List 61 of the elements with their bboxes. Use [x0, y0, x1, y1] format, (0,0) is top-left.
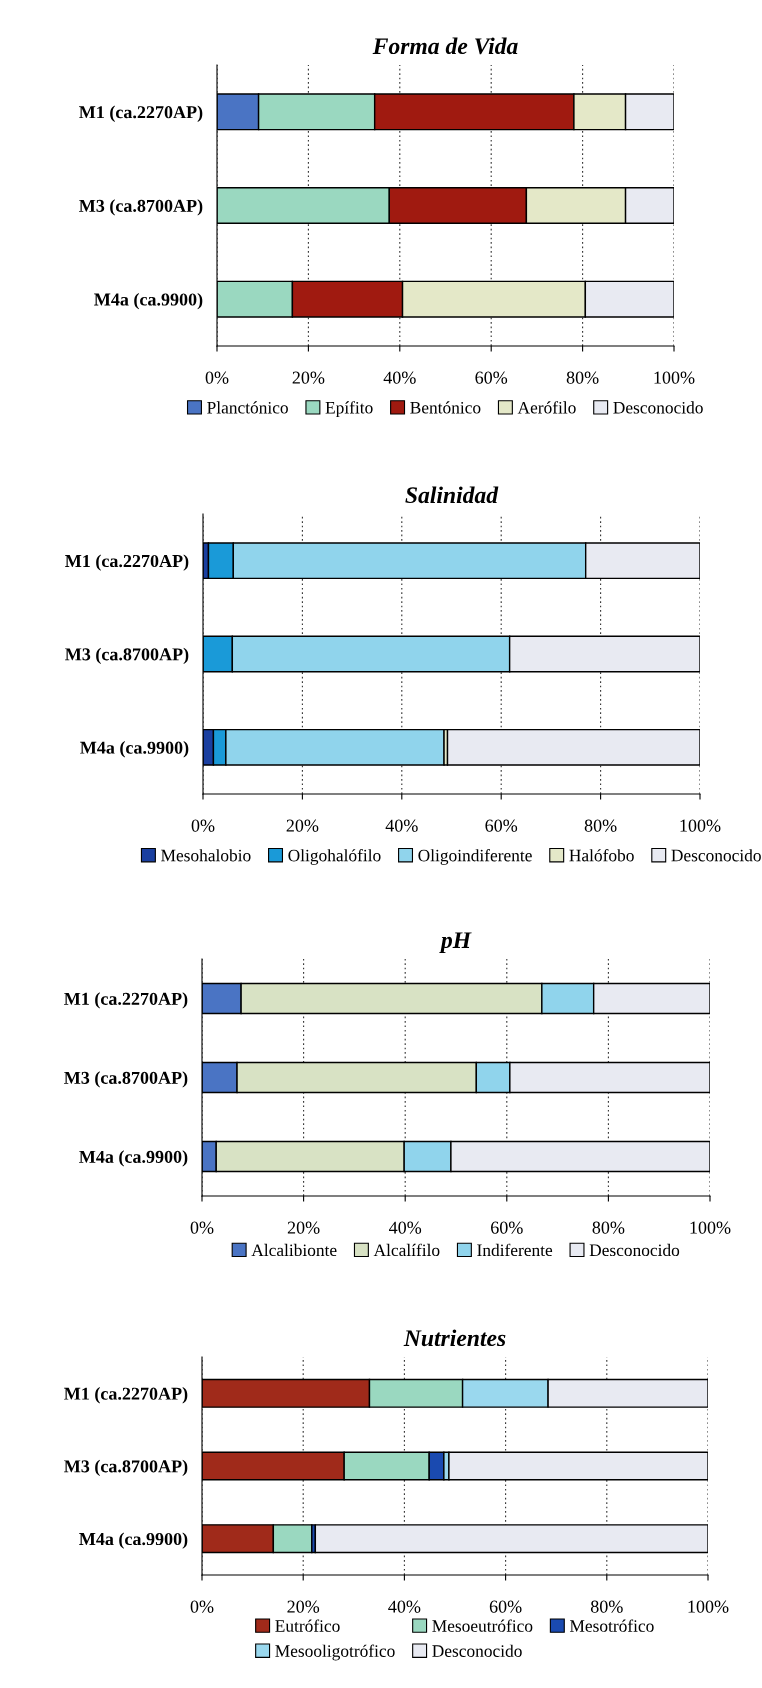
y-tick-label: M1 (ca.2270AP) [79, 105, 203, 122]
x-tick-label: 0% [205, 371, 229, 384]
chart-title: Salinidad [405, 486, 499, 504]
legend-label: Mesooligotrófico [275, 1644, 395, 1661]
legend-label: Eutrófico [275, 1619, 340, 1632]
chart-title: Nutrientes [403, 1329, 506, 1347]
legend-label: Mesohalobio [161, 849, 251, 862]
x-tick-label: 80% [590, 1600, 623, 1613]
x-tick-label: 80% [566, 371, 599, 384]
y-tick-label: M3 (ca.8700AP) [64, 1459, 188, 1477]
y-tick-label: M1 (ca.2270AP) [64, 992, 188, 1009]
x-tick-label: 60% [485, 819, 518, 832]
legend-label: Halófobo [569, 848, 634, 862]
x-tick-label: 40% [385, 819, 418, 832]
y-tick-label: M3 (ca.8700AP) [65, 647, 189, 665]
bar [314, 1524, 708, 1554]
x-tick-label: 100% [654, 371, 695, 384]
x-tick-label: 0% [190, 1221, 214, 1234]
legend-label: Alcalífilo [373, 1243, 440, 1257]
bar [446, 728, 700, 766]
x-tick-label: 60% [489, 1600, 522, 1613]
legend-label: Mesotrófico [569, 1619, 654, 1632]
x-tick-label: 40% [388, 1600, 421, 1613]
x-tick-label: 60% [475, 371, 508, 384]
x-tick-label: 20% [287, 1600, 320, 1613]
y-tick-label: M3 (ca.8700AP) [64, 1071, 188, 1088]
x-tick-label: 40% [389, 1221, 422, 1234]
legend-label: Aerófilo [517, 401, 576, 414]
x-tick-label: 100% [680, 819, 721, 832]
y-tick-label: M4a (ca.9900) [80, 741, 189, 758]
legend-label: Desconocido [671, 849, 761, 862]
legend-label: Indiferente [477, 1243, 553, 1257]
x-tick-label: 0% [190, 1600, 214, 1613]
legend-label: Mesoeutrófico [432, 1619, 533, 1632]
legend-label: Desconocido [613, 401, 703, 414]
legend-label: Epífito [325, 401, 373, 418]
legend-label: Oligoindiferente [418, 848, 532, 865]
legend-label: Oligohalófilo [288, 848, 381, 865]
x-tick-label: 20% [287, 1221, 320, 1234]
legend-label: Desconocido [432, 1644, 522, 1657]
y-tick-label: M4a (ca.9900) [79, 1532, 188, 1549]
legend-label: Desconocido [589, 1243, 680, 1257]
x-tick-label: 20% [292, 371, 325, 384]
legend-label: Alcalibionte [251, 1243, 337, 1257]
x-tick-label: 80% [584, 819, 617, 832]
chart-title: Forma de Vida [372, 37, 518, 55]
legend-label: Planctónico [207, 401, 288, 414]
x-tick-label: 0% [191, 819, 215, 832]
x-tick-label: 100% [690, 1221, 731, 1234]
x-tick-label: 20% [286, 819, 319, 832]
x-tick-label: 40% [383, 371, 416, 384]
x-tick-label: 100% [688, 1600, 729, 1613]
y-tick-label: M3 (ca.8700AP) [79, 199, 203, 216]
x-tick-label: 60% [491, 1221, 523, 1234]
y-tick-label: M1 (ca.2270AP) [64, 1387, 188, 1404]
chart-title: pH [439, 932, 472, 953]
y-tick-label: M1 (ca.2270AP) [65, 554, 189, 571]
legend-label: Bentónico [410, 401, 481, 414]
y-tick-label: M4a (ca.9900) [79, 1150, 188, 1167]
x-tick-label: 80% [592, 1221, 625, 1234]
y-tick-label: M4a (ca.9900) [94, 292, 203, 310]
